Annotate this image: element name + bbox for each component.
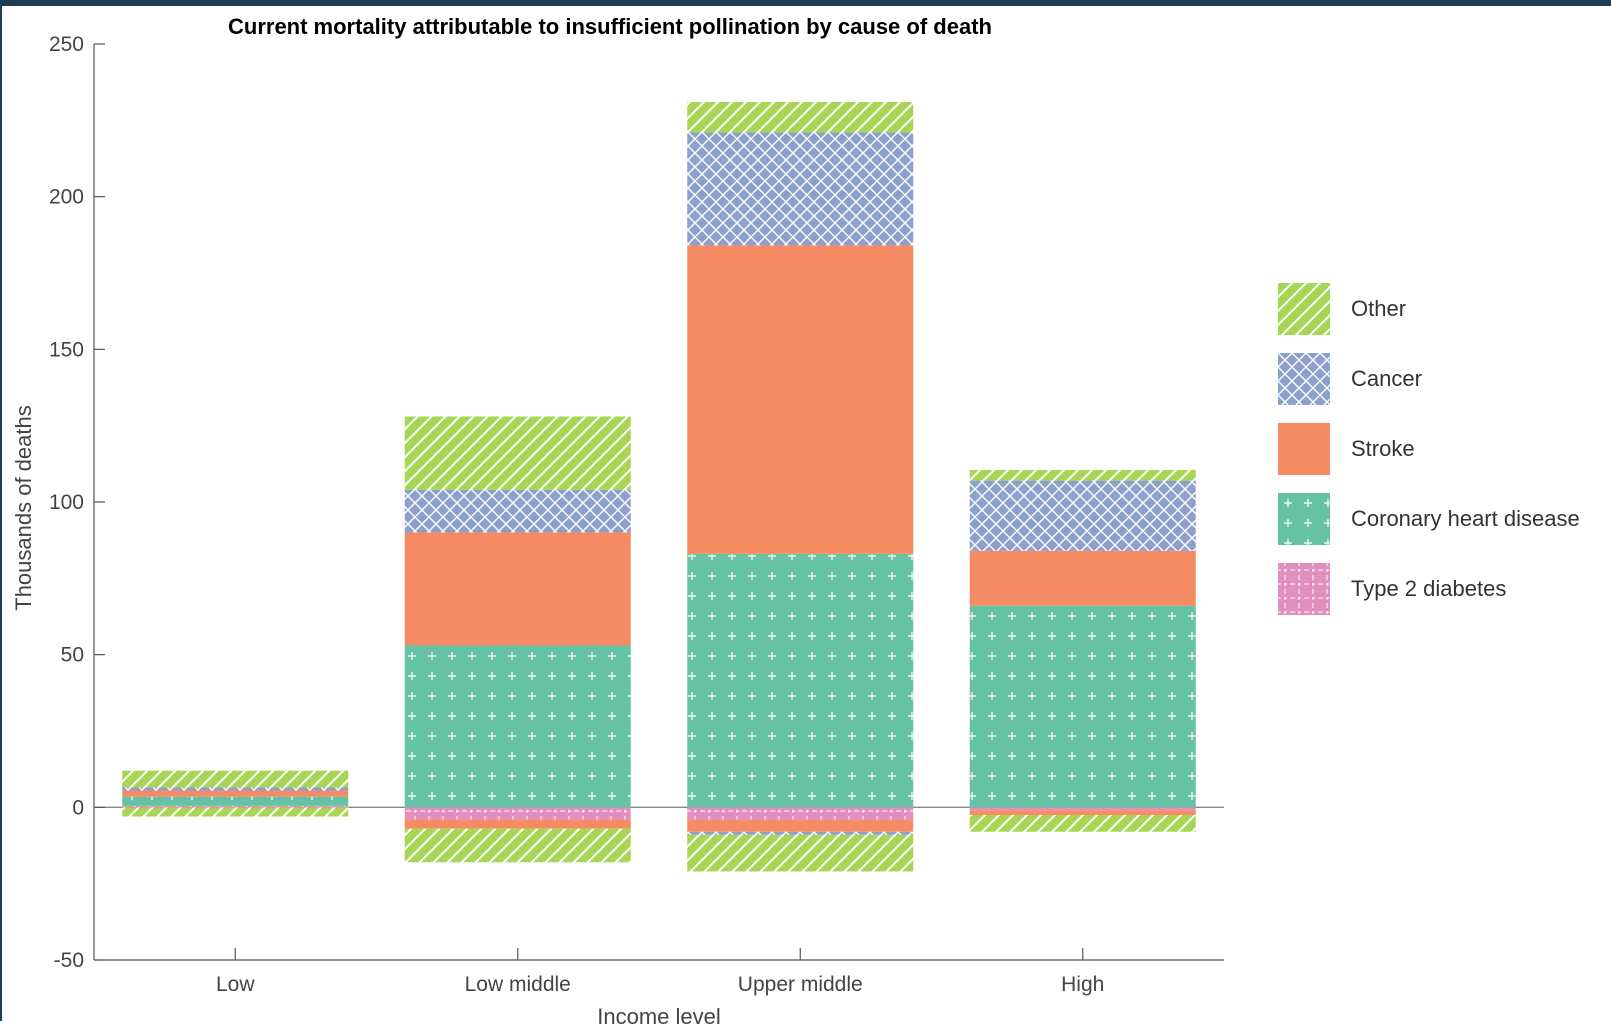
legend-swatch (1278, 283, 1330, 335)
bar-segment (687, 807, 914, 820)
y-tick-label: 250 (49, 33, 84, 56)
bar-segment (687, 102, 914, 133)
legend-label: Coronary heart disease (1351, 506, 1580, 531)
bar-segment (404, 645, 631, 808)
bar-segment (687, 819, 914, 832)
bar-segment (969, 480, 1196, 551)
bar-segment (969, 550, 1196, 606)
y-tick-label: 0 (72, 796, 84, 819)
bar-segment (122, 790, 349, 797)
x-tick-label: Upper middle (738, 973, 863, 996)
bar-segment (122, 787, 349, 791)
legend-item: Cancer (1278, 353, 1611, 405)
bar-segment (969, 814, 1196, 832)
x-tick-label: Low (216, 973, 255, 996)
y-tick-label: 100 (49, 491, 84, 514)
bar-segment (969, 469, 1196, 481)
x-tick-label: High (1061, 973, 1104, 996)
legend-item: Other (1278, 283, 1611, 335)
bar-segment (404, 819, 631, 829)
chart-title: Current mortality attributable to insuff… (228, 14, 992, 39)
legend-swatch (1278, 563, 1330, 615)
legend-swatch (1278, 353, 1330, 405)
legend-item: Coronary heart disease (1278, 493, 1611, 545)
y-tick-label: -50 (54, 949, 84, 972)
legend-item: Type 2 diabetes (1278, 563, 1611, 615)
bar-segment (969, 807, 1196, 811)
legend-swatch (1278, 423, 1330, 475)
y-tick-label: 200 (49, 186, 84, 209)
legend-item: Stroke (1278, 423, 1611, 475)
bar-segment (687, 834, 914, 872)
bars (122, 102, 1196, 872)
bar-segment (687, 245, 914, 554)
legend-label: Stroke (1351, 436, 1415, 461)
y-tick-label: 50 (61, 644, 84, 667)
bar-segment (404, 532, 631, 646)
legend-label: Cancer (1351, 366, 1422, 391)
bar-segment (404, 807, 631, 820)
bar-segment (969, 605, 1196, 808)
bar-segment (404, 416, 631, 490)
bar-segment (404, 828, 631, 863)
legend-swatch (1278, 493, 1330, 545)
bar-segment (122, 796, 349, 806)
y-tick-label: 150 (49, 338, 84, 361)
legend-label: Other (1351, 296, 1407, 321)
legend-label: Type 2 diabetes (1351, 576, 1507, 601)
bar-segment (122, 807, 349, 817)
bar-segment (687, 553, 914, 808)
bar-segment (122, 770, 349, 788)
bar-segment (122, 805, 349, 808)
axes: -50 0 50 100 150 200 250 Low Low middle Upper mid… (49, 33, 1224, 996)
bar-segment (969, 810, 1196, 815)
plot-area: -50 0 50 100 150 200 250 Low Low middle Upper mid… (49, 33, 1224, 996)
bar-segment (687, 831, 914, 835)
bar-segment (404, 489, 631, 533)
bar-segment (687, 132, 914, 246)
x-tick-label: Low middle (465, 973, 571, 996)
